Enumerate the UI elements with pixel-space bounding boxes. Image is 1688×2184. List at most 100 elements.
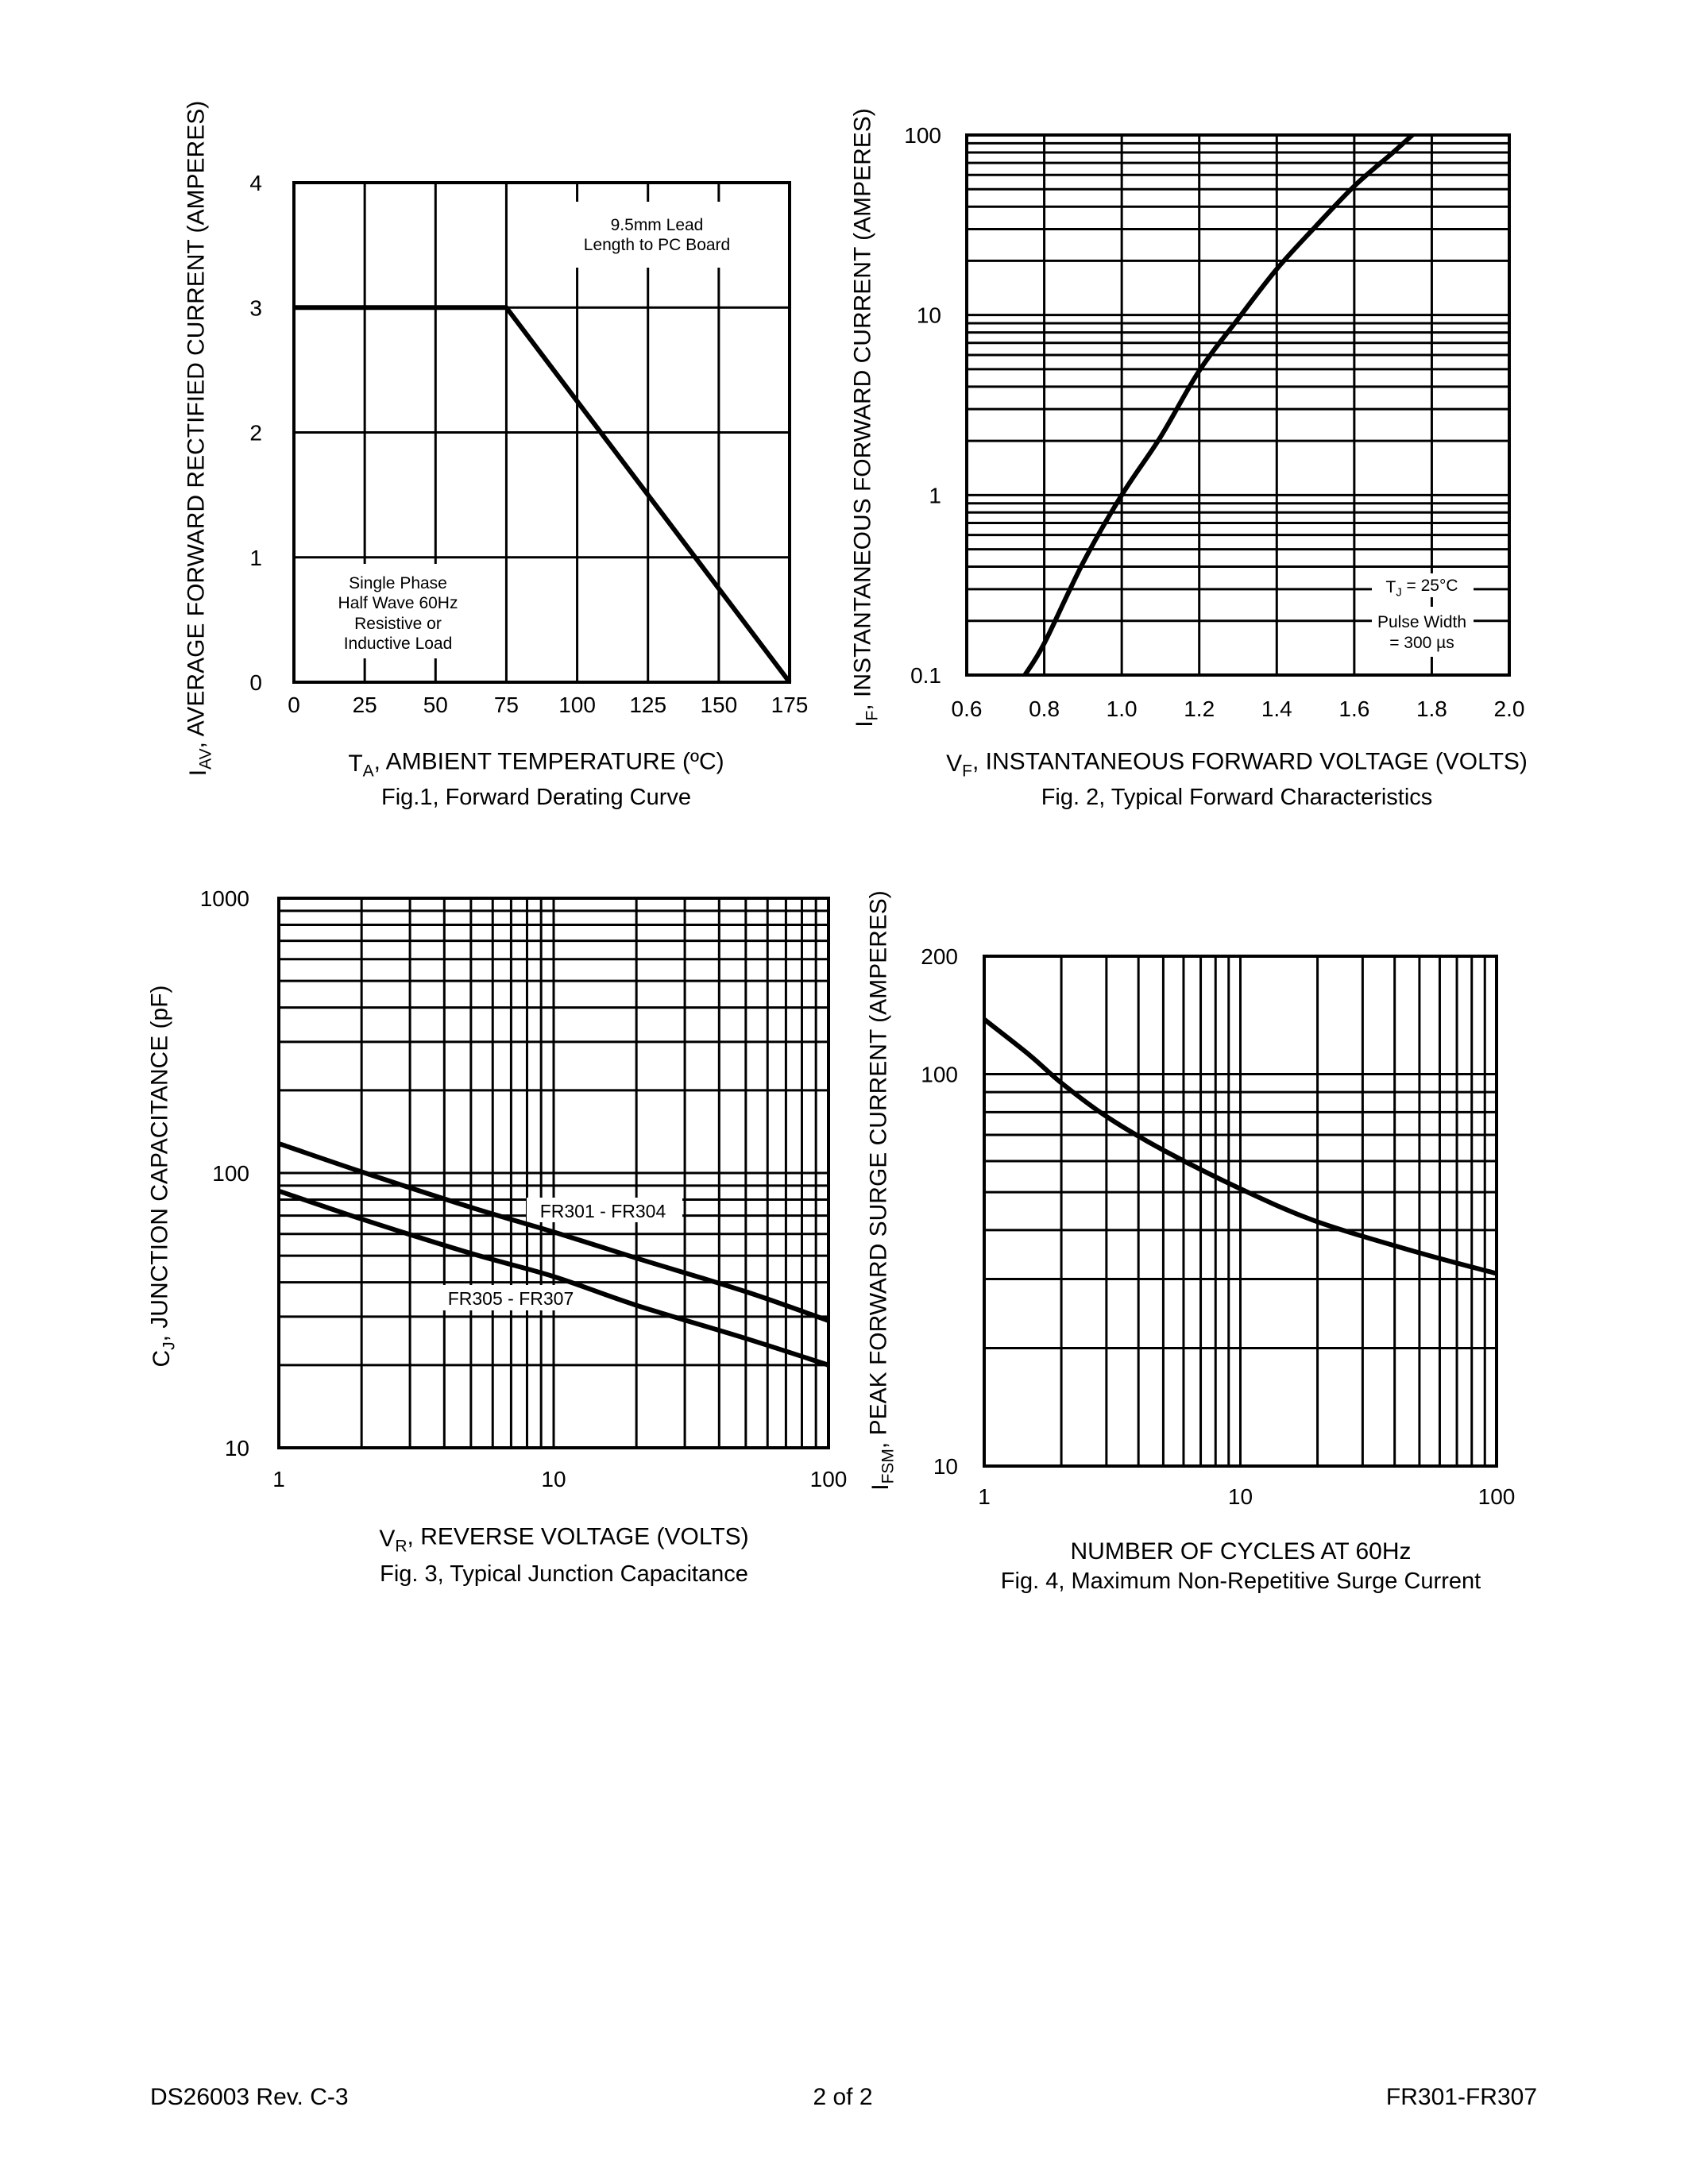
y-tick-label: 100 [904, 123, 941, 148]
figure-1: 9.5mm Lead Length to PC Board Single Phase… [183, 101, 808, 810]
y-axis-title-main: I [185, 770, 211, 776]
y-tick-label: 100 [921, 1063, 958, 1087]
annotation-text: = 300 µs [1389, 634, 1454, 652]
y-tick-label: 100 [212, 1161, 249, 1186]
series-label: FR301 - FR304 [540, 1201, 666, 1221]
y-axis-title: IF, INSTANTANEOUS FORWARD CURRENT (AMPER… [849, 108, 881, 727]
x-tick-label: 50 [423, 693, 448, 717]
series-label-background [438, 1285, 581, 1310]
y-tick-label: 0.1 [910, 663, 941, 688]
x-tick-label: 100 [558, 693, 596, 717]
x-tick-label: 100 [1478, 1484, 1516, 1509]
y-tick-label: 10 [917, 303, 941, 328]
y-tick-label: 0 [249, 670, 262, 695]
x-axis-title: TA, AMBIENT TEMPERATURE (ºC) [348, 748, 724, 780]
x-axis-title-rest: , AMBIENT TEMPERATURE (ºC) [374, 748, 724, 774]
x-tick-label: 100 [810, 1467, 848, 1491]
x-tick-label: 25 [353, 693, 377, 717]
y-tick-label: 4 [249, 171, 262, 195]
y-tick-label: 3 [249, 295, 262, 320]
x-axis-title: NUMBER OF CYCLES AT 60Hz [1071, 1538, 1412, 1565]
x-axis-title-main: T [348, 751, 362, 777]
x-tick-label: 125 [629, 693, 666, 717]
y-axis-title-main: I [867, 1484, 894, 1490]
plot-frame [983, 955, 1498, 1468]
annotation-text: Inductive Load [344, 635, 453, 653]
x-tick-label: 1.8 [1416, 696, 1447, 721]
x-axis-title-main: NUMBER OF CYCLES AT 60Hz [1071, 1538, 1412, 1565]
x-tick-label: 0.6 [952, 696, 983, 721]
footer-page-number: 2 of 2 [813, 2084, 873, 2110]
y-tick-label: 200 [921, 944, 958, 969]
annotation-text: 9.5mm Lead [611, 216, 704, 234]
annotation-background [540, 202, 773, 268]
annotation-background [1372, 573, 1474, 597]
annotation-background [323, 564, 470, 658]
y-axis-title-rest: , AVERAGE FORWARD RECTIFIED CURRENT (AMP… [183, 101, 209, 749]
figure-caption: Fig.1, Forward Derating Curve [381, 785, 691, 810]
x-axis-title-subscript: A [363, 762, 374, 780]
y-tick-label: 10 [933, 1454, 958, 1479]
x-axis-title-main: V [379, 1526, 395, 1552]
figure-3: FR301 - FR304 FR305 - FR307 1 10 100 10 100 100… [146, 886, 847, 1587]
x-axis-title-rest: , INSTANTANEOUS FORWARD VOLTAGE (VOLTS) [972, 748, 1528, 774]
y-tick-label: 1000 [200, 886, 249, 911]
annotation-text-subscript: J [1396, 586, 1401, 599]
x-tick-label: 1.0 [1107, 696, 1138, 721]
footer-doc-number: DS26003 Rev. C-3 [150, 2084, 349, 2110]
y-axis-title: IAV, AVERAGE FORWARD RECTIFIED CURRENT (… [183, 101, 214, 776]
series-label: FR305 - FR307 [448, 1288, 574, 1309]
x-axis-title-main: V [946, 751, 962, 777]
plot-frame [292, 181, 791, 684]
y-axis-title: IFSM, PEAK FORWARD SURGE CURRENT (AMPERE… [865, 890, 897, 1491]
grid [967, 135, 1509, 675]
series-line-1 [1022, 133, 1415, 677]
annotation-text: Length to PC Board [584, 236, 730, 254]
y-tick-label: 1 [249, 546, 262, 570]
x-axis-title-subscript: F [962, 762, 972, 780]
y-tick-label: 2 [249, 421, 262, 446]
y-tick-label: 10 [225, 1436, 249, 1461]
annotation-background [1372, 607, 1474, 657]
x-tick-label: 75 [494, 693, 519, 717]
y-axis-title-subscript: F [863, 711, 881, 721]
x-tick-label: 150 [700, 693, 737, 717]
footer-part-range: FR301-FR307 [1385, 2084, 1537, 2110]
x-axis-title: VF, INSTANTANEOUS FORWARD VOLTAGE (VOLTS… [946, 748, 1528, 780]
series-line-1 [983, 1017, 1497, 1276]
y-axis-title-main: C [149, 1350, 175, 1368]
x-tick-label: 10 [541, 1467, 566, 1491]
x-tick-label: 0 [288, 693, 300, 717]
plot-frame [965, 133, 1511, 677]
y-tick-label: 1 [929, 483, 941, 507]
figure-caption: Fig. 2, Typical Forward Characteristics [1041, 785, 1433, 810]
series-line-1 [294, 305, 792, 684]
series-label-background [527, 1198, 682, 1222]
figure-2: TJ = 25°C Pulse Width = 300 µs 0.6 0.8 1.0 1.2… [849, 108, 1528, 810]
annotation-text: TJ = 25°C [1385, 577, 1458, 599]
grid [984, 956, 1497, 1466]
figure-caption: Fig. 3, Typical Junction Capacitance [380, 1561, 748, 1587]
x-axis-title-rest: , REVERSE VOLTAGE (VOLTS) [408, 1523, 749, 1549]
x-tick-label: 0.8 [1029, 696, 1060, 721]
x-tick-label: 1.4 [1261, 696, 1292, 721]
x-axis-title: VR, REVERSE VOLTAGE (VOLTS) [379, 1523, 748, 1555]
figure-caption: Fig. 4, Maximum Non-Repetitive Surge Cur… [1001, 1569, 1481, 1594]
x-axis-title-subscript: R [395, 1537, 407, 1555]
y-axis-title-rest: , INSTANTANEOUS FORWARD CURRENT (AMPERES… [849, 108, 875, 710]
x-tick-label: 1.2 [1184, 696, 1215, 721]
x-tick-label: 1 [272, 1467, 285, 1491]
y-axis-title-subscript: AV [196, 748, 214, 769]
y-axis-title-subscript: FSM [879, 1449, 897, 1484]
x-tick-label: 175 [771, 693, 809, 717]
y-axis-title-rest: , JUNCTION CAPACITANCE (pF) [146, 985, 172, 1341]
annotation-text: Single Phase [349, 574, 447, 592]
annotation-text: Half Wave 60Hz [338, 594, 458, 612]
annotation-text-rest: = 25°C [1402, 577, 1458, 595]
series-line-1 [278, 1141, 829, 1323]
x-tick-label: 10 [1228, 1484, 1253, 1509]
plot-frame [277, 897, 830, 1449]
y-axis-title-main: I [852, 720, 878, 727]
